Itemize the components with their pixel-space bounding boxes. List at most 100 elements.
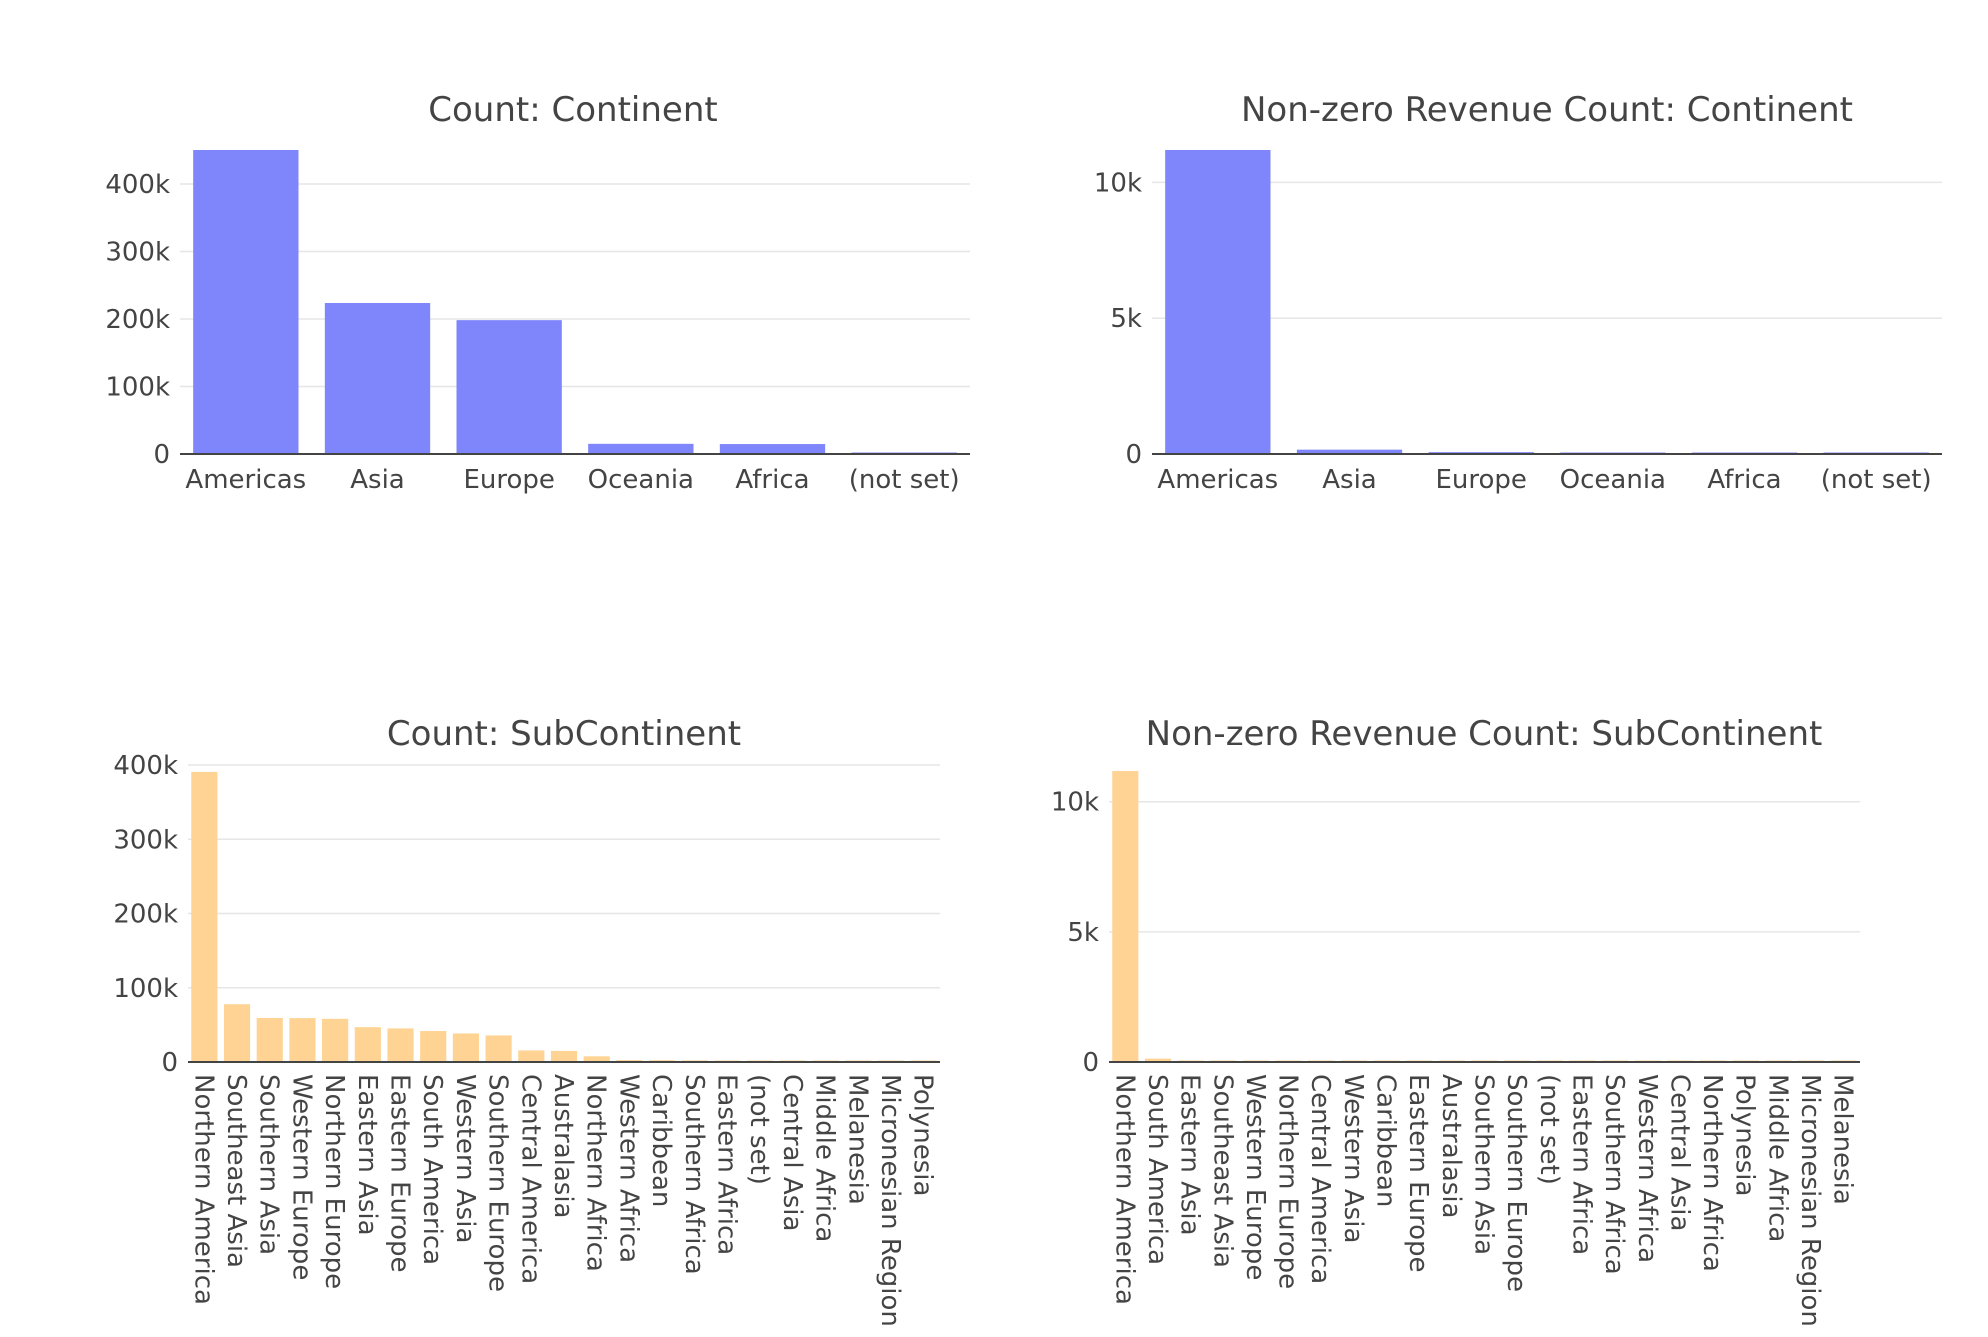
x-tick-label: Africa: [735, 465, 809, 495]
x-tick-label: Northern Africa: [581, 1074, 611, 1272]
x-tick-label: Americas: [185, 465, 306, 495]
x-tick-label: Asia: [350, 465, 405, 495]
x-tick-label: Micronesian Region: [875, 1074, 905, 1327]
x-tick-label: Oceania: [588, 465, 694, 495]
x-tick-label: Polynesia: [908, 1074, 938, 1196]
y-tick-label: 400k: [113, 751, 178, 781]
x-tick-label: Northern Africa: [1697, 1074, 1727, 1272]
x-tick-label: Southern Africa: [679, 1074, 709, 1275]
x-tick-label: Southern Europe: [1501, 1074, 1531, 1292]
chart-title: Non-zero Revenue Count: SubContinent: [1146, 714, 1823, 754]
bar-southern-europe: [485, 1035, 512, 1062]
y-tick-label: 200k: [113, 900, 178, 930]
x-tick-label: Central America: [1305, 1074, 1335, 1284]
bar-northern-europe: [322, 1018, 349, 1062]
chart-title: Count: Continent: [428, 90, 717, 130]
chart-4: Non-zero Revenue Count: SubContinent 0 5k 1…: [1051, 714, 1860, 1327]
bar-asia: [1296, 449, 1403, 454]
x-tick-label: Australasia: [1436, 1074, 1466, 1219]
x-tick-label: Western Africa: [613, 1074, 643, 1263]
x-tick-label: Micronesian Region: [1795, 1074, 1825, 1327]
x-tick-label: South America: [1142, 1074, 1172, 1265]
x-tick-label: Africa: [1707, 465, 1781, 495]
x-tick-label: Western Europe: [286, 1074, 316, 1280]
x-tick-label: Polynesia: [1730, 1074, 1760, 1196]
x-tick-label: Western Asia: [450, 1074, 480, 1243]
x-tick-label: Northern Europe: [319, 1074, 349, 1289]
x-tick-label: Central Asia: [777, 1074, 807, 1231]
x-tick-label: Southeast Asia: [221, 1074, 251, 1268]
y-tick-label: 0: [1082, 1048, 1099, 1078]
bar-europe: [456, 320, 562, 454]
x-tick-label: Americas: [1157, 465, 1278, 495]
x-tick-label: South America: [417, 1074, 447, 1265]
chart-2: Non-zero Revenue Count: Continent 0 5k 10k A…: [1094, 90, 1942, 495]
x-tick-label: Oceania: [1560, 465, 1666, 495]
y-tick-label: 0: [1125, 440, 1142, 470]
x-tick-label: Northern Europe: [1273, 1074, 1303, 1289]
x-tick-label: Melanesia: [1828, 1074, 1858, 1205]
y-tick-label: 10k: [1094, 168, 1142, 198]
bar-asia: [324, 303, 431, 454]
x-tick-label: Eastern Asia: [1175, 1074, 1205, 1236]
y-tick-label: 200k: [105, 305, 170, 335]
bar-oceania: [588, 443, 694, 454]
x-tick-label: Middle Africa: [1762, 1074, 1792, 1242]
x-tick-label: Western Africa: [1632, 1074, 1662, 1263]
x-tick-label: Southeast Asia: [1207, 1074, 1237, 1268]
bar-central-america: [518, 1050, 545, 1062]
bar-americas: [193, 150, 299, 454]
bar-australasia: [550, 1050, 578, 1062]
x-tick-label: Central Asia: [1664, 1074, 1694, 1231]
x-tick-label: Southern Africa: [1599, 1074, 1629, 1275]
y-tick-label: 5k: [1110, 304, 1142, 334]
x-tick-label: (not set): [1534, 1074, 1564, 1185]
x-tick-label: Eastern Asia: [352, 1074, 382, 1236]
x-tick-label: Southern Asia: [254, 1074, 284, 1255]
x-tick-label: Northern America: [1109, 1074, 1139, 1305]
y-tick-label: 400k: [105, 170, 170, 200]
y-tick-label: 0: [161, 1048, 178, 1078]
x-tick-label: Eastern Europe: [1403, 1074, 1433, 1273]
bar-western-asia: [452, 1033, 479, 1062]
x-tick-label: (not set): [1821, 465, 1932, 495]
chart-1: Count: Continent 0 100k 200k 300k 400k America…: [105, 90, 970, 495]
chart-title: Non-zero Revenue Count: Continent: [1241, 90, 1853, 130]
bar-southern-asia: [256, 1017, 283, 1062]
x-tick-label: Eastern Africa: [1566, 1074, 1596, 1255]
x-tick-label: Eastern Europe: [385, 1074, 415, 1273]
x-tick-label: Western Asia: [1338, 1074, 1368, 1243]
x-tick-label: Western Europe: [1240, 1074, 1270, 1280]
x-tick-label: (not set): [849, 465, 960, 495]
x-tick-label: Central America: [515, 1074, 545, 1284]
x-tick-label: Southern Europe: [483, 1074, 513, 1292]
bar-south-america: [1144, 1058, 1172, 1062]
y-tick-label: 100k: [113, 974, 178, 1004]
x-tick-label: Europe: [463, 465, 554, 495]
bar-eastern-asia: [354, 1027, 381, 1062]
x-tick-label: Asia: [1322, 465, 1377, 495]
bar-northern-africa: [583, 1056, 610, 1062]
bar-eastern-europe: [387, 1028, 414, 1062]
x-tick-label: Eastern Africa: [711, 1074, 741, 1255]
bar-northern-america: [1112, 771, 1139, 1062]
x-tick-label: Melanesia: [842, 1074, 872, 1205]
bar-southeast-asia: [223, 1004, 251, 1062]
x-tick-label: Australasia: [548, 1074, 578, 1219]
x-tick-label: (not set): [744, 1074, 774, 1185]
x-tick-label: Caribbean: [1371, 1074, 1401, 1207]
y-tick-label: 100k: [105, 373, 170, 403]
y-tick-label: 10k: [1051, 788, 1099, 818]
chart-title: Count: SubContinent: [387, 714, 741, 754]
bar-south-america: [420, 1031, 447, 1062]
bar-africa: [719, 444, 826, 454]
x-tick-label: Northern America: [188, 1074, 218, 1305]
y-tick-label: 300k: [105, 238, 170, 268]
y-tick-label: 5k: [1067, 918, 1099, 948]
bar-northern-america: [191, 771, 218, 1062]
y-tick-label: 300k: [113, 825, 178, 855]
bar-americas: [1165, 150, 1271, 454]
x-tick-label: Caribbean: [646, 1074, 676, 1207]
x-tick-label: Europe: [1435, 465, 1526, 495]
